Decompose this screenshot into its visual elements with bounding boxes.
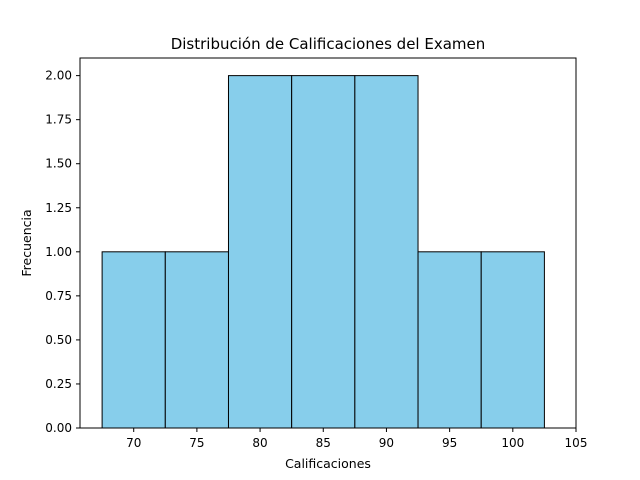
- x-tick-label: 70: [126, 436, 141, 450]
- x-axis-label: Calificaciones: [285, 456, 371, 471]
- x-tick-label: 80: [252, 436, 267, 450]
- histogram-bar: [227, 75, 293, 429]
- histogram-bar: [101, 251, 166, 429]
- chart-title: Distribución de Calificaciones del Exame…: [171, 35, 486, 53]
- y-axis: 0.00 0.25 0.50 0.75 1.00 1.25 1.50 1.75 2.00: [45, 69, 80, 435]
- histogram-bar: [291, 75, 356, 429]
- histogram-bar: [354, 75, 419, 429]
- y-tick-label: 1.25: [45, 201, 72, 215]
- y-tick-label: 2.00: [45, 69, 72, 83]
- histogram-bar: [164, 251, 229, 429]
- x-tick-label: 90: [379, 436, 394, 450]
- x-tick-label: 100: [501, 436, 524, 450]
- y-tick-label: 1.50: [45, 157, 72, 171]
- x-tick-label: 105: [565, 436, 588, 450]
- x-tick-label: 75: [189, 436, 204, 450]
- y-tick-label: 1.00: [45, 245, 72, 259]
- histogram-bar: [480, 251, 545, 429]
- x-tick-label: 95: [442, 436, 457, 450]
- x-tick-label: 85: [316, 436, 331, 450]
- x-axis: 70 75 80 85 90 95 100 105: [126, 428, 587, 450]
- plot-frame: [79, 57, 577, 429]
- histogram-bar: [417, 251, 482, 429]
- bars-layer: [101, 75, 545, 429]
- y-tick-label: 1.75: [45, 113, 72, 127]
- y-tick-label: 0.00: [45, 421, 72, 435]
- y-axis-label: Frecuencia: [19, 209, 34, 276]
- y-tick-label: 0.25: [45, 377, 72, 391]
- y-tick-label: 0.75: [45, 289, 72, 303]
- y-tick-label: 0.50: [45, 333, 72, 347]
